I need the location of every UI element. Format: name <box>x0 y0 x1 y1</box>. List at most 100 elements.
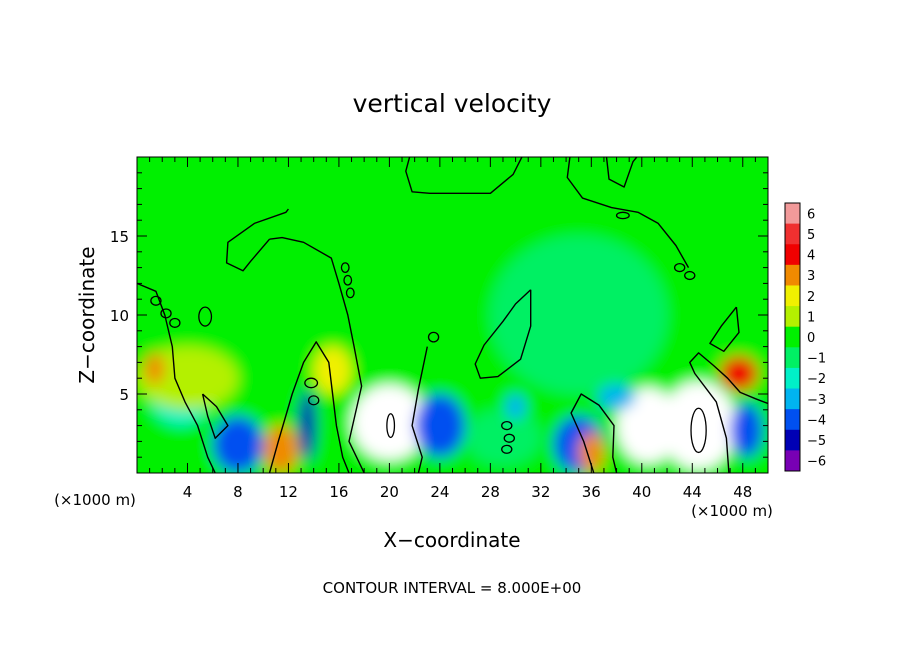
colorbar-label: 1 <box>807 310 815 325</box>
colorbar-label: −1 <box>807 352 826 367</box>
contour-interval-note: CONTOUR INTERVAL = 8.000E+00 <box>323 579 582 597</box>
contour-line <box>137 282 216 473</box>
x-tick-label: 36 <box>582 483 601 501</box>
contour-line <box>225 208 289 272</box>
contour-line <box>605 157 638 188</box>
colorbar-swatch <box>785 429 800 451</box>
contour-loop <box>160 308 172 319</box>
field-blob <box>720 356 758 391</box>
colorbar-label: −2 <box>807 372 826 387</box>
x-tick-label: 44 <box>683 483 702 501</box>
field-blob <box>465 409 541 466</box>
colorbar-swatch <box>785 306 800 328</box>
colorbar: 6 5 4 3 2 1 0 −1 −2 −3 −4 −5 −6 <box>784 202 826 472</box>
field-blob <box>298 390 317 461</box>
colorbar-label: −5 <box>807 434 826 449</box>
x-tick-label: 48 <box>733 483 752 501</box>
contour-loop <box>673 262 686 273</box>
contour-loop <box>345 287 355 299</box>
field-blob <box>730 403 763 458</box>
field-blob <box>505 394 526 420</box>
colorbar-label: −4 <box>807 413 826 428</box>
x-tick-label: 12 <box>279 483 298 501</box>
colorbar-swatch <box>785 244 800 266</box>
contour-loop <box>501 444 513 454</box>
contour-loop <box>304 377 319 389</box>
field-blob <box>313 346 352 394</box>
colorbar-label: 0 <box>807 331 815 346</box>
x-tick-label: 4 <box>183 483 193 501</box>
field-blob <box>631 406 665 445</box>
colorbar-swatch <box>785 326 800 348</box>
x-tick-label: 24 <box>430 483 449 501</box>
contour-loop <box>615 211 630 220</box>
chart-title: vertical velocity <box>353 89 552 118</box>
contour-line <box>405 157 523 194</box>
x-tick-label: 20 <box>380 483 399 501</box>
contour-line <box>570 393 618 473</box>
contour-loop <box>340 262 350 273</box>
velocity-field <box>137 157 768 473</box>
x-axis-ticks: 4 8 12 16 20 24 28 32 36 40 44 48 <box>149 157 756 501</box>
contour-line <box>709 306 740 352</box>
contour-loop <box>386 413 396 439</box>
field-blob <box>597 384 636 410</box>
contour-line <box>269 236 365 473</box>
contour-loop <box>684 270 696 281</box>
contour-loop <box>343 274 353 286</box>
x-tick-label: 40 <box>632 483 651 501</box>
contour-line <box>566 157 690 268</box>
colorbar-swatch <box>785 203 800 225</box>
x-axis-label: X−coordinate <box>383 528 520 552</box>
field-blob <box>372 403 406 448</box>
contour-line <box>268 341 350 473</box>
colorbar-label: 6 <box>807 207 815 222</box>
colorbar-swatch <box>785 388 800 410</box>
contour-loop <box>427 331 440 343</box>
y-tick-label: 5 <box>119 386 129 404</box>
colorbar-label: 3 <box>807 269 815 284</box>
x-tick-label: 16 <box>329 483 348 501</box>
contour-loop <box>198 306 213 327</box>
plot-area <box>137 157 768 473</box>
colorbar-label: −3 <box>807 393 826 408</box>
field-blob <box>683 397 714 455</box>
colorbar-swatch <box>785 264 800 286</box>
y-axis-ticks: 5 10 15 <box>110 172 768 458</box>
zero-contours <box>137 157 768 473</box>
contour-loop <box>150 295 162 306</box>
contour-line <box>689 352 768 473</box>
x-tick-label: 32 <box>531 483 550 501</box>
colorbar-swatch <box>785 450 800 472</box>
contour-loop <box>307 395 320 406</box>
field-blob <box>414 394 466 458</box>
y-tick-label: 10 <box>110 307 129 325</box>
x-unit-label-left: (×1000 m) <box>54 491 136 509</box>
colorbar-swatch <box>785 223 800 245</box>
colorbar-swatch <box>785 347 800 369</box>
x-unit-label-right: (×1000 m) <box>691 502 773 520</box>
colorbar-label: −6 <box>807 455 826 470</box>
colorbar-label: 2 <box>807 290 815 305</box>
colorbar-swatch <box>785 409 800 431</box>
x-tick-label: 28 <box>481 483 500 501</box>
y-axis-label: Z−coordinate <box>75 246 99 383</box>
field-blob <box>263 425 299 473</box>
field-blob <box>144 352 165 385</box>
field-blob <box>212 416 264 473</box>
contour-line <box>474 289 532 379</box>
colorbar-swatch <box>785 285 800 307</box>
contour-loop <box>690 407 707 454</box>
contour-line <box>201 393 229 439</box>
colorbar-frame <box>784 202 801 472</box>
x-tick-label: 8 <box>233 483 243 501</box>
contour-line <box>411 346 428 473</box>
field-blob <box>490 236 668 394</box>
colorbar-label: 4 <box>807 249 815 264</box>
y-tick-label: 15 <box>110 228 129 246</box>
contour-loop <box>503 433 515 443</box>
colorbar-label: 5 <box>807 228 815 243</box>
contour-loop <box>169 317 181 328</box>
field-blob <box>578 431 604 473</box>
